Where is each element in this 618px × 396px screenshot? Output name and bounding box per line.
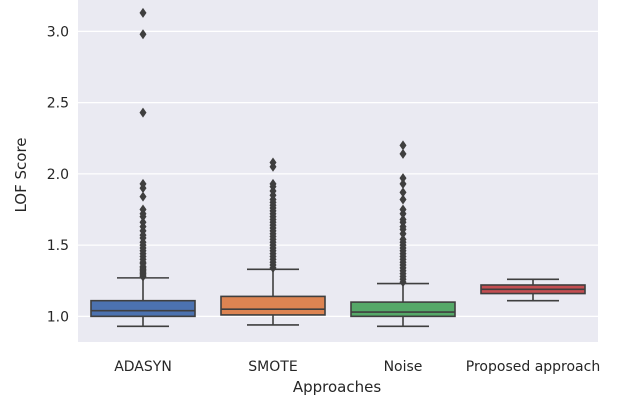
box-smote — [220, 157, 326, 326]
x-tick-label: Noise — [384, 359, 423, 375]
y-tick-labels: 1.0 1.5 2.0 2.5 3.0 — [47, 24, 69, 325]
outlier-point — [399, 140, 407, 151]
y-axis-label: LOF Score — [12, 137, 30, 212]
box-proposed-approach — [480, 278, 586, 302]
boxes — [90, 7, 586, 328]
y-tick-label: 3.0 — [47, 24, 69, 40]
outlier-point — [139, 178, 147, 189]
outlier-point — [399, 194, 407, 205]
y-tick-label: 1.5 — [47, 238, 69, 254]
outlier-point — [399, 148, 407, 159]
outlier-point — [399, 173, 407, 184]
box-body — [90, 299, 196, 318]
outlier-point — [399, 234, 407, 245]
outlier-point — [399, 178, 407, 189]
y-tick-label: 2.0 — [47, 167, 69, 183]
outlier-point — [139, 7, 147, 18]
x-tick-label: ADASYN — [114, 359, 172, 375]
outlier-point — [139, 204, 147, 215]
outlier-point — [139, 217, 147, 228]
outlier-point — [399, 214, 407, 225]
box-body — [220, 295, 326, 316]
outlier-point — [269, 178, 277, 189]
y-tick-label: 1.0 — [47, 309, 69, 325]
box-noise — [350, 140, 456, 328]
outlier-point — [399, 204, 407, 215]
outlier-point — [139, 191, 147, 202]
outlier-point — [269, 157, 277, 168]
x-tick-label: SMOTE — [248, 359, 297, 375]
outlier-point — [399, 187, 407, 198]
outlier-point — [139, 29, 147, 40]
x-axis-label: Approaches — [293, 378, 381, 396]
outlier-point — [139, 107, 147, 118]
y-tick-label: 2.5 — [47, 96, 69, 112]
box-adasyn — [90, 7, 196, 328]
x-tick-labels: ADASYN SMOTE Noise Proposed approach — [114, 359, 600, 375]
box-body — [350, 301, 456, 318]
x-tick-label: Proposed approach — [466, 359, 600, 375]
